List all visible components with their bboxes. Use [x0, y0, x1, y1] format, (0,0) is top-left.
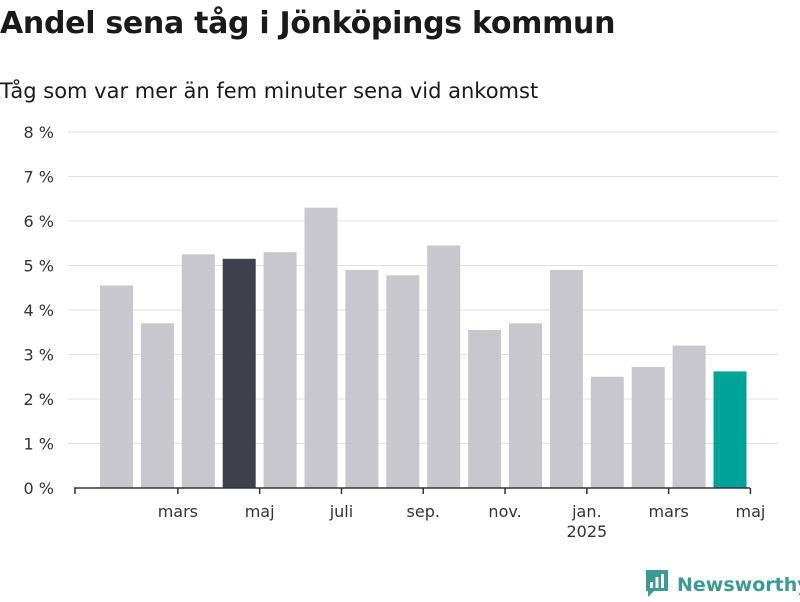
bar	[672, 345, 706, 488]
bar	[345, 269, 379, 488]
x-tick-label: sep.	[407, 502, 440, 521]
bar	[304, 207, 338, 488]
x-tick-label: nov.	[488, 502, 521, 521]
bar	[713, 371, 747, 488]
bar	[631, 366, 665, 488]
bar	[427, 245, 461, 488]
y-tick-label: 0 %	[24, 479, 54, 498]
bar	[263, 252, 297, 488]
bar	[549, 269, 583, 488]
x-tick-label: mars	[158, 502, 198, 521]
y-tick-label: 2 %	[24, 390, 54, 409]
chart-title: Andel sena tåg i Jönköpings kommun	[0, 6, 616, 41]
bar	[509, 323, 542, 488]
y-axis-ticks: 0 % 1 % 2 % 3 % 4 % 5 % 6 % 7 % 8 %	[24, 123, 54, 498]
y-tick-label: 5 %	[24, 257, 54, 276]
bars	[100, 207, 747, 488]
newsworthy-logo-icon	[644, 568, 670, 602]
x-tick-label: maj	[245, 502, 275, 521]
y-tick-label: 6 %	[24, 212, 54, 231]
chart-subtitle: Tåg som var mer än fem minuter sena vid …	[0, 79, 539, 103]
x-tick-sublabel: 2025	[566, 522, 607, 541]
bar	[181, 254, 215, 488]
bar	[100, 285, 133, 488]
bar	[468, 330, 502, 488]
x-tick-label: maj	[736, 502, 766, 521]
bar	[222, 258, 256, 488]
bar	[140, 323, 174, 488]
brand: Newsworthy	[644, 568, 800, 602]
y-tick-label: 8 %	[24, 123, 54, 142]
bar	[386, 275, 420, 488]
y-tick-label: 7 %	[24, 168, 54, 187]
x-tick-label: juli	[329, 502, 353, 521]
y-tick-label: 3 %	[24, 346, 54, 365]
brand-name: Newsworthy	[677, 574, 800, 596]
bar	[590, 376, 624, 488]
y-tick-label: 1 %	[24, 435, 54, 454]
x-tick-label: jan.	[571, 502, 601, 521]
x-axis: mars maj juli sep. nov. jan.2025 mars maj	[74, 487, 766, 541]
x-tick-label: mars	[648, 502, 688, 521]
y-tick-label: 4 %	[24, 301, 54, 320]
grid-lines	[68, 131, 778, 444]
